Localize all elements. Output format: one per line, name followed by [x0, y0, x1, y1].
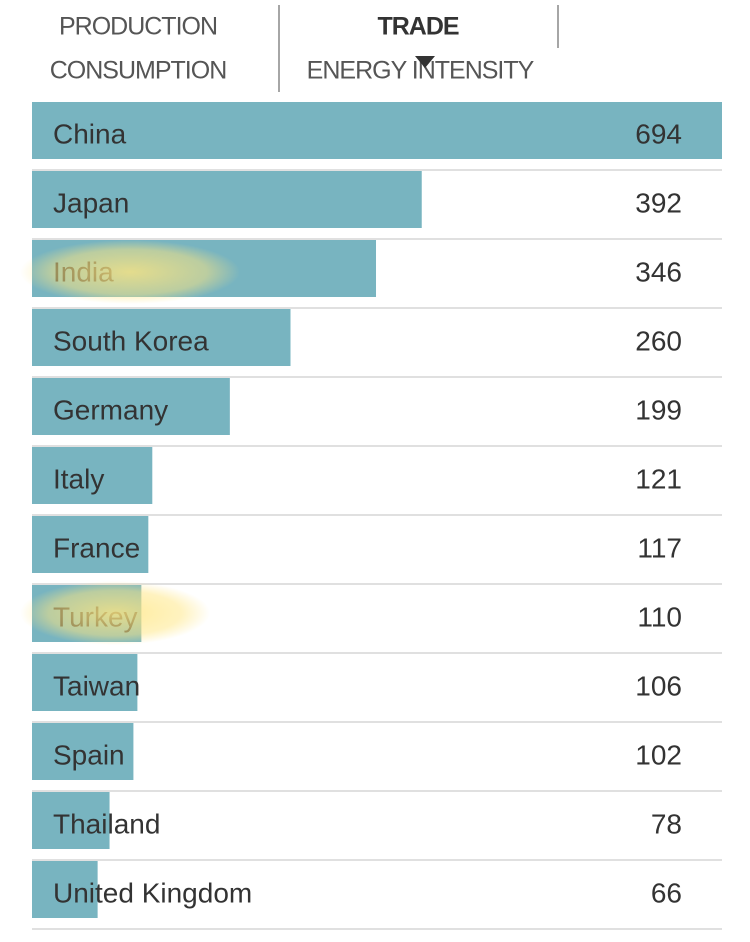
value-label: 106 [635, 670, 682, 701]
bar [32, 861, 98, 918]
bar [32, 102, 722, 159]
category-label: Italy [53, 463, 104, 494]
bar [32, 378, 230, 435]
value-label: 110 [637, 601, 682, 632]
bar [32, 723, 134, 780]
bar [32, 447, 153, 504]
tab[interactable]: CONSUMPTION [50, 57, 228, 85]
category-label: Thailand [53, 808, 160, 839]
value-label: 121 [635, 463, 682, 494]
category-label: Taiwan [53, 670, 140, 701]
value-label: 66 [651, 877, 682, 908]
rows: China694Japan392India346South Korea260Ge… [32, 102, 722, 930]
category-label: Germany [53, 394, 168, 425]
category-label: Japan [53, 187, 129, 218]
bar [32, 654, 138, 711]
highlight [20, 240, 240, 304]
bar [32, 516, 149, 573]
active-indicator [415, 56, 435, 68]
tab[interactable]: PRODUCTION [59, 13, 218, 41]
value-label: 392 [635, 187, 682, 218]
value-label: 102 [635, 739, 682, 770]
value-label: 78 [651, 808, 682, 839]
value-label: 260 [635, 325, 682, 356]
highlight [20, 581, 210, 645]
bar [32, 792, 110, 849]
bar [32, 171, 422, 228]
category-label: Spain [53, 739, 125, 770]
value-label: 346 [635, 256, 682, 287]
tab-bar: PRODUCTION CONSUMPTION TRADE ENERGY INTE… [50, 5, 559, 92]
value-label: 694 [635, 118, 682, 149]
category-label: South Korea [53, 325, 209, 356]
bar [32, 309, 291, 366]
value-label: 199 [635, 394, 682, 425]
category-label: France [53, 532, 140, 563]
tab-active[interactable]: TRADE [377, 13, 459, 41]
category-label: United Kingdom [53, 877, 252, 908]
value-label: 117 [637, 532, 682, 563]
category-label: China [53, 118, 127, 149]
